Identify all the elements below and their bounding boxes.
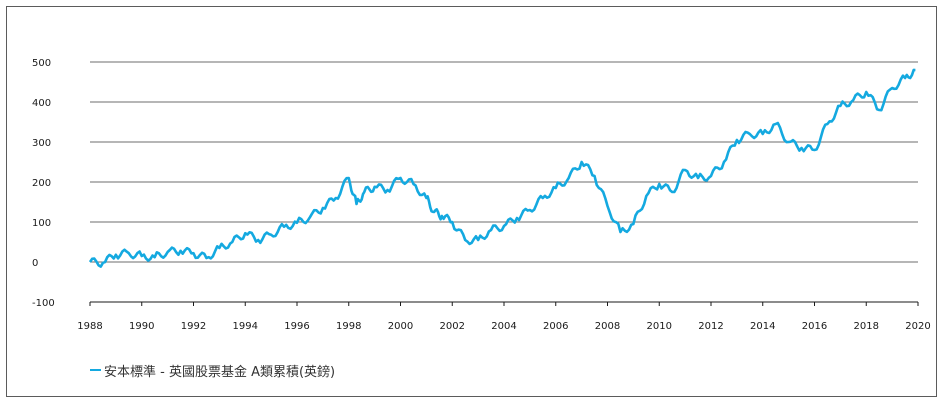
x-axis-ticks: 1988 1990 1992 1994 1996 1998 2000 2002 2004 2006…: [77, 302, 931, 332]
x-tick-label: 2008: [595, 321, 620, 332]
y-tick-label: 200: [32, 178, 51, 189]
legend: 安本標準 - 英國股票基金 A類累積(英鎊): [90, 360, 335, 380]
x-tick-label: 2012: [698, 321, 723, 332]
gridlines: [90, 61, 918, 263]
x-tick-label: 2006: [543, 321, 568, 332]
x-tick-label: 2002: [440, 321, 465, 332]
x-tick-label: 2020: [905, 321, 930, 332]
series-line: [88, 68, 916, 268]
y-tick-label: 500: [32, 58, 51, 69]
x-tick-label: 2018: [854, 321, 879, 332]
y-tick-label: 100: [32, 218, 51, 229]
x-tick-label: 2010: [647, 321, 672, 332]
x-tick-label: 1990: [129, 321, 154, 332]
legend-swatch: [90, 369, 101, 371]
y-tick-label: -100: [32, 298, 55, 309]
x-tick-label: 2004: [491, 321, 516, 332]
legend-label: 安本標準 - 英國股票基金 A類累積(英鎊): [104, 364, 336, 380]
y-tick-label: 300: [32, 138, 51, 149]
series-layer: [88, 68, 916, 268]
y-tick-label: 400: [32, 98, 51, 109]
x-tick-label: 1996: [284, 321, 309, 332]
x-tick-label: 1994: [233, 321, 258, 332]
x-tick-label: 1998: [336, 321, 361, 332]
x-tick-label: 2000: [388, 321, 413, 332]
y-axis-ticks: -100 0 100 200 300 400 500: [32, 58, 55, 309]
chart-frame: [6, 6, 937, 397]
x-tick-label: 2014: [750, 321, 775, 332]
x-tick-label: 2016: [802, 321, 827, 332]
y-tick-label: 0: [32, 258, 38, 269]
x-tick-label: 1992: [181, 321, 206, 332]
x-tick-label: 1988: [77, 321, 102, 332]
